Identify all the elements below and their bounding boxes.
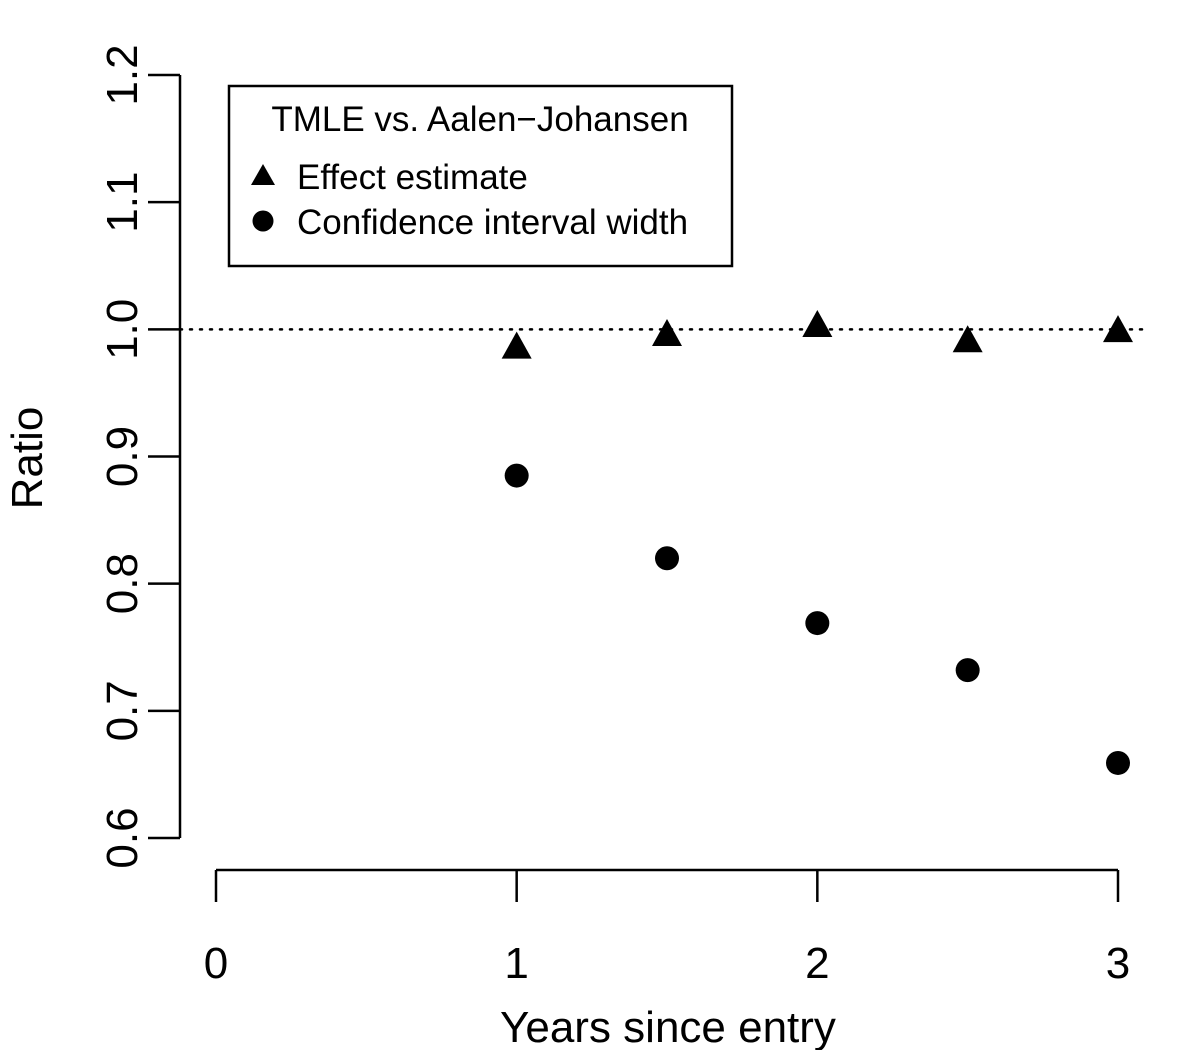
effect-estimate-point	[652, 318, 682, 346]
ci-width-point	[1106, 750, 1130, 775]
x-tick-label: 1	[504, 939, 528, 988]
y-tick-label: 1.0	[98, 299, 147, 360]
legend-title: TMLE vs. Aalen−Johansen	[271, 100, 688, 139]
effect-estimate-point	[802, 310, 833, 338]
legend: TMLE vs. Aalen−Johansen Effect estimate …	[227, 84, 734, 268]
ci-width-point	[955, 658, 980, 683]
legend-triangle-marker	[251, 164, 275, 185]
ci-width-point	[504, 463, 529, 488]
legend-box	[227, 84, 734, 268]
ci-width-point	[655, 546, 679, 571]
effect-estimate-point	[1103, 315, 1133, 343]
data-points	[501, 310, 1133, 775]
x-axis-title: Years since entry	[500, 1003, 836, 1050]
y-tick-label: 1.2	[98, 44, 147, 105]
legend-entry-effect-estimate: Effect estimate	[297, 158, 528, 197]
legend-circle-marker	[252, 210, 274, 232]
effect-estimate-point	[501, 331, 532, 359]
ci-width-point	[805, 611, 830, 636]
y-tick-label: 0.8	[98, 553, 147, 614]
y-axis-title: Ratio	[3, 407, 52, 510]
legend-entry-ci-width: Confidence interval width	[297, 203, 688, 242]
y-tick-label: 1.1	[98, 172, 147, 233]
effect-estimate-point	[952, 325, 983, 353]
y-tick-label: 0.9	[98, 426, 147, 487]
y-tick-label: 0.7	[98, 680, 147, 741]
x-axis: 0 1 2 3	[204, 868, 1130, 988]
y-axis: 0.6 0.7 0.8 0.9 1.0 1.1 1.2	[98, 44, 182, 869]
y-tick-label: 0.6	[98, 807, 147, 868]
x-tick-label: 2	[805, 939, 829, 988]
x-tick-label: 0	[204, 939, 228, 988]
x-tick-label: 3	[1106, 939, 1130, 988]
